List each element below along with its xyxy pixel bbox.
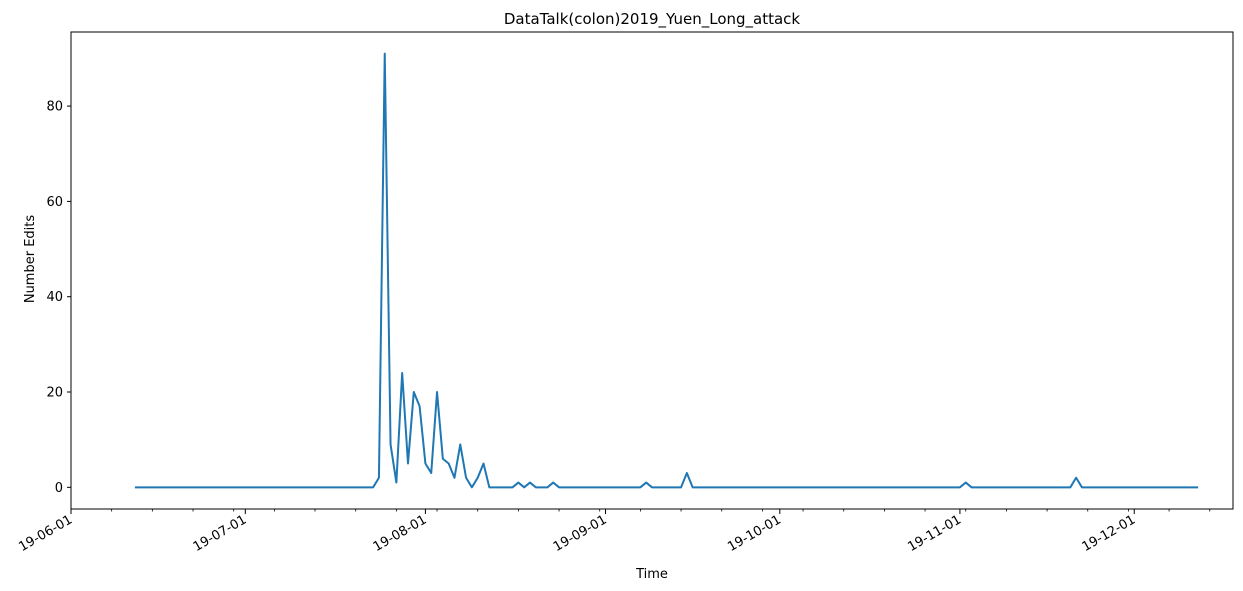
x-axis: 19-06-01 19-07-01 19-08-01 19-09-01 19-10-01… xyxy=(16,509,1211,555)
x-tick-label: 19-12-01 xyxy=(1080,512,1139,554)
x-tick-label: 19-10-01 xyxy=(725,512,784,554)
x-tick-label: 19-08-01 xyxy=(371,512,430,554)
x-tick-label: 19-06-01 xyxy=(16,512,75,554)
y-tick-label: 40 xyxy=(46,290,63,305)
x-tick-label: 19-11-01 xyxy=(905,512,964,554)
y-tick-label: 60 xyxy=(46,195,63,210)
y-tick-label: 80 xyxy=(46,100,63,115)
series-line xyxy=(134,52,1199,489)
y-axis-label: Number Edits xyxy=(23,215,38,304)
plot-area xyxy=(70,31,1234,510)
x-axis-label: Time xyxy=(635,567,668,582)
y-axis: 0 20 40 60 80 xyxy=(46,100,71,496)
chart-title: DataTalk(colon)2019_Yuen_Long_attack xyxy=(504,10,801,29)
x-tick-label: 19-09-01 xyxy=(551,512,610,554)
y-tick-label: 0 xyxy=(55,481,63,496)
y-tick-label: 20 xyxy=(46,386,63,401)
plot-frame xyxy=(70,31,1234,510)
series-layer xyxy=(134,52,1199,489)
x-tick-label: 19-07-01 xyxy=(191,512,250,554)
